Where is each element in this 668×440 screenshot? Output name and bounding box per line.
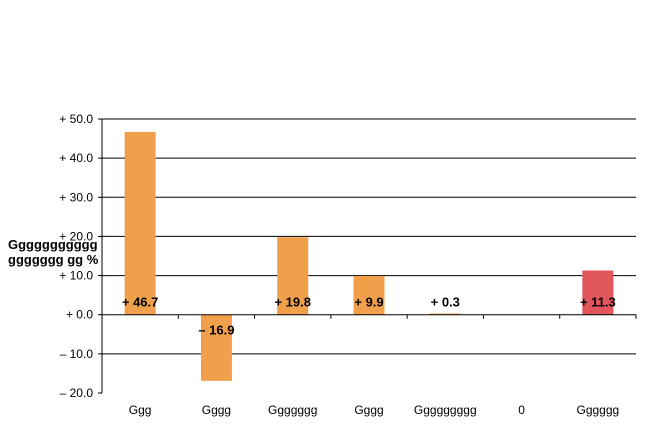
bar [353,275,385,315]
y-axis-title: Ggggggggggg ggggggg gg % [8,237,138,267]
gridlines [102,118,636,355]
data-label: – 16.9 [198,323,234,338]
bars [124,131,614,381]
x-tick-label: Ggggggg [268,403,317,417]
bar [124,131,156,315]
bar [200,314,232,381]
bar [429,313,461,315]
y-tick-label: – 10.0 [60,347,94,361]
data-label: + 11.3 [580,295,616,310]
data-label: + 0.3 [431,295,460,310]
x-tick-label: Gggg [354,403,383,417]
y-tick-label: – 20.0 [60,386,94,400]
y-tick-label: + 20.0 [59,229,93,243]
bar [277,237,309,315]
y-axis-title-line-1: Ggggggggggg [8,237,98,252]
data-label: + 19.8 [274,295,311,310]
x-tick-label: Ggg [129,403,152,417]
y-tick-label: + 10.0 [59,269,93,283]
y-tick-label: + 0.0 [66,308,93,322]
y-tick-label: + 40.0 [59,151,93,165]
x-tick-label: Gggggg [577,403,620,417]
y-axis-title-line-2: ggggggg gg % [8,252,99,267]
y-tick-label: + 50.0 [59,112,93,126]
bar [582,270,614,315]
data-label: + 9.9 [354,295,383,310]
data-label: + 46.7 [122,295,159,310]
x-tick-label: Ggggggggg [414,403,477,417]
x-tick-label: Gggg [202,403,231,417]
y-tick-label: + 30.0 [59,190,93,204]
data-labels: Ggg Gggg Ggggggg Gggg Ggggggggg 0 Gggggg + 46.7… [122,295,619,417]
axes: + 50.0 + 40.0 + 30.0 + 20.0 + 10.0 + 0.0 – 10.… [59,112,637,400]
x-tick-label: 0 [518,403,525,417]
